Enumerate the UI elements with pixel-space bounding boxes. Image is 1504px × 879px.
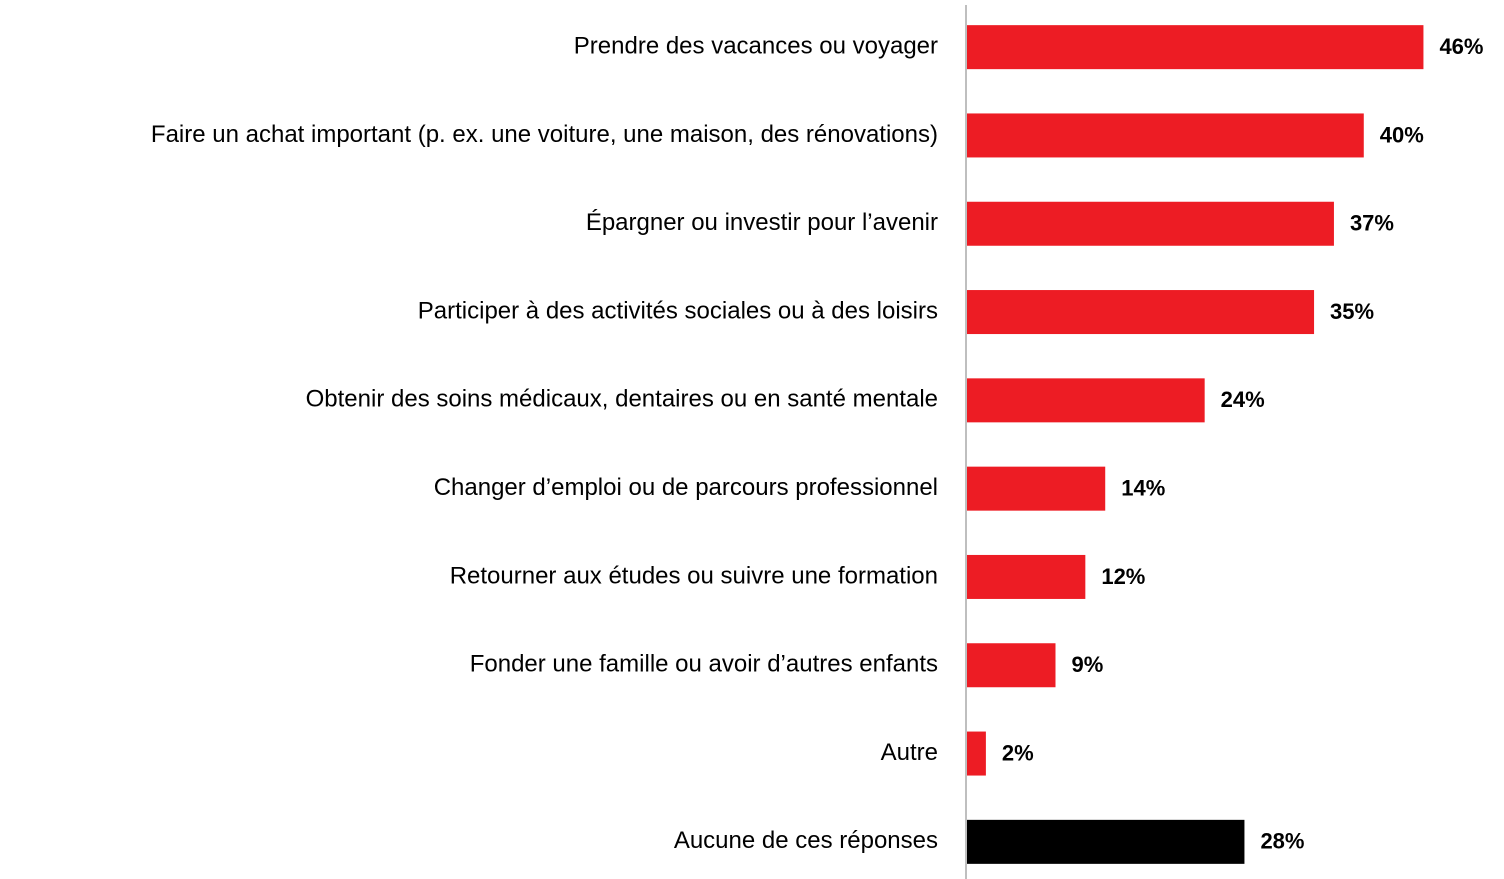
bar <box>966 25 1424 70</box>
category-label: Fonder une famille ou avoir d’autres enf… <box>470 651 938 678</box>
category-label: Changer d’emploi ou de parcours professi… <box>434 474 938 501</box>
category-label: Retourner aux études ou suivre une forma… <box>450 562 938 589</box>
value-label: 2% <box>1002 740 1034 765</box>
value-label: 9% <box>1072 652 1104 677</box>
category-label: Participer à des activités sociales ou à… <box>418 297 938 324</box>
value-label: 24% <box>1221 387 1265 412</box>
value-label: 12% <box>1101 564 1145 589</box>
category-label: Aucune de ces réponses <box>674 827 938 854</box>
category-label: Obtenir des soins médicaux, dentaires ou… <box>306 386 938 413</box>
value-label: 35% <box>1330 299 1374 324</box>
bar <box>966 378 1205 423</box>
category-label: Faire un achat important (p. ex. une voi… <box>151 121 938 148</box>
category-label: Prendre des vacances ou voyager <box>574 32 938 59</box>
value-label: 37% <box>1350 211 1394 236</box>
category-label: Épargner ou investir pour l’avenir <box>586 209 938 236</box>
bar <box>966 643 1056 688</box>
value-label: 40% <box>1380 122 1424 147</box>
category-label: Autre <box>881 739 938 766</box>
value-label: 14% <box>1121 475 1165 500</box>
value-label: 46% <box>1439 34 1483 59</box>
bar <box>966 201 1334 246</box>
bar <box>966 554 1086 599</box>
bar <box>966 466 1106 511</box>
bar <box>966 290 1315 335</box>
bar <box>966 819 1245 864</box>
bar <box>966 731 986 776</box>
value-label: 28% <box>1260 829 1304 854</box>
bar <box>966 113 1364 158</box>
